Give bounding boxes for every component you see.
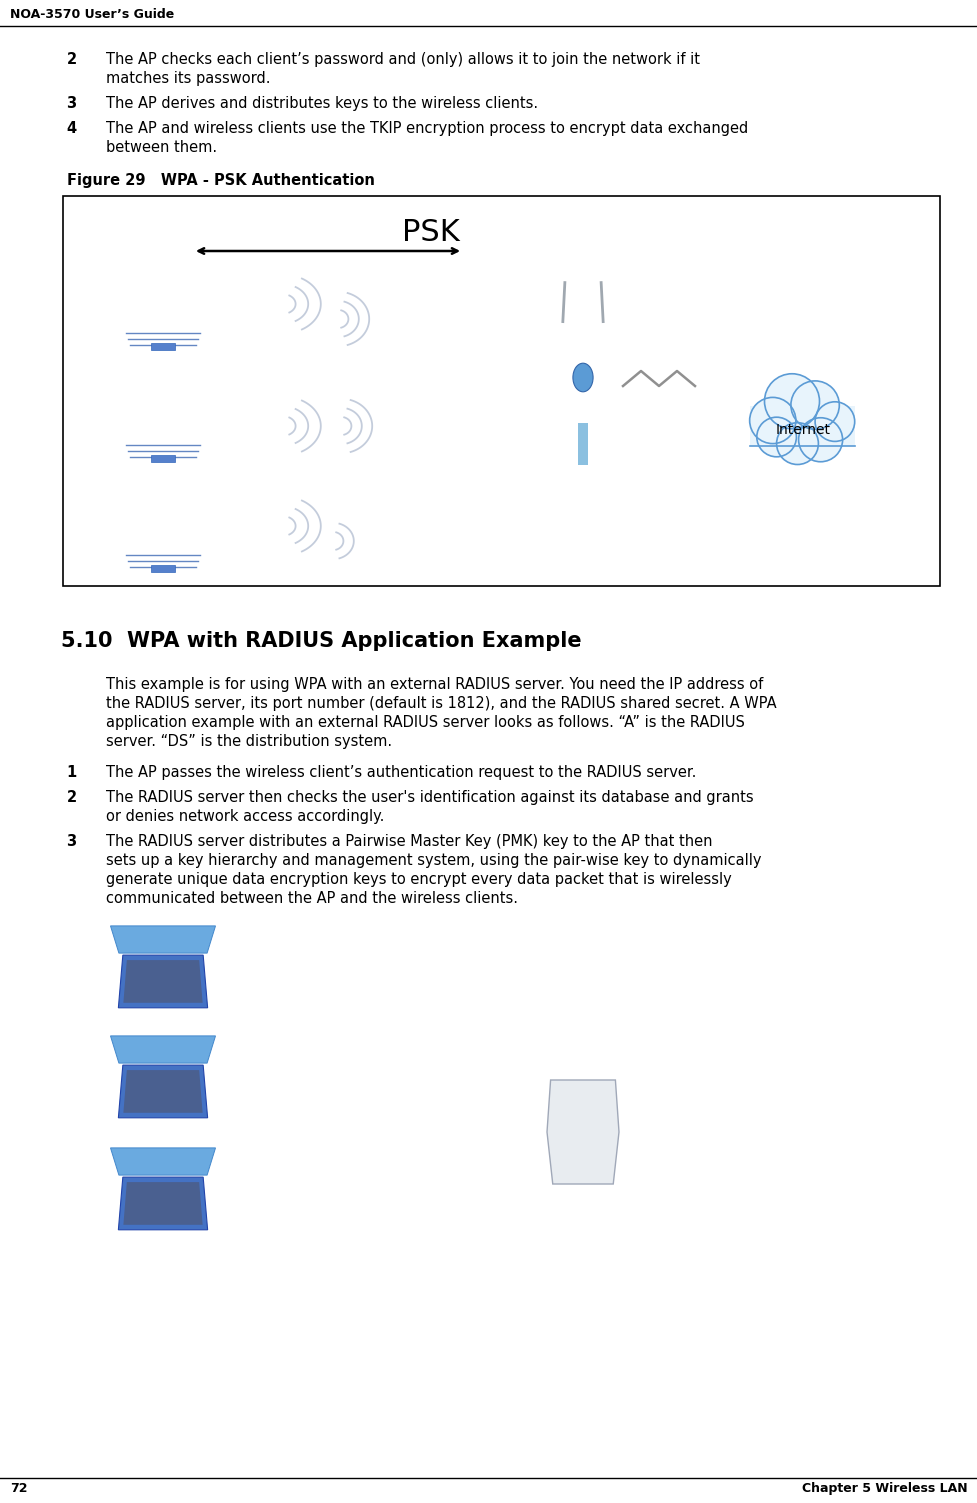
- Text: The AP checks each client’s password and (only) allows it to join the network if: The AP checks each client’s password and…: [106, 53, 699, 68]
- Bar: [151, 343, 174, 350]
- Polygon shape: [123, 1070, 202, 1112]
- Text: Internet: Internet: [775, 424, 829, 437]
- Text: The AP passes the wireless client’s authentication request to the RADIUS server.: The AP passes the wireless client’s auth…: [106, 765, 696, 780]
- Text: application example with an external RADIUS server looks as follows. “A” is the : application example with an external RAD…: [106, 715, 743, 730]
- Circle shape: [749, 397, 795, 443]
- Text: PSK: PSK: [403, 218, 460, 246]
- Polygon shape: [546, 1081, 618, 1184]
- Bar: [577, 422, 587, 464]
- Text: This example is for using WPA with an external RADIUS server. You need the IP ad: This example is for using WPA with an ex…: [106, 676, 762, 691]
- Text: 4: 4: [66, 122, 76, 135]
- Ellipse shape: [573, 364, 592, 392]
- Polygon shape: [110, 1036, 215, 1063]
- Polygon shape: [118, 1177, 207, 1229]
- Circle shape: [764, 374, 819, 428]
- Text: between them.: between them.: [106, 140, 217, 155]
- Circle shape: [798, 418, 842, 461]
- Bar: [63, 195, 939, 586]
- Text: server. “DS” is the distribution system.: server. “DS” is the distribution system.: [106, 733, 392, 748]
- Text: 2: 2: [66, 53, 76, 68]
- Polygon shape: [118, 954, 207, 1009]
- Bar: [749, 406, 854, 445]
- Text: NOA-3570 User’s Guide: NOA-3570 User’s Guide: [10, 8, 174, 21]
- Circle shape: [776, 422, 818, 464]
- Text: communicated between the AP and the wireless clients.: communicated between the AP and the wire…: [106, 891, 517, 906]
- Text: 5.10  WPA with RADIUS Application Example: 5.10 WPA with RADIUS Application Example: [61, 631, 580, 651]
- Polygon shape: [123, 960, 202, 1003]
- Bar: [151, 455, 174, 463]
- Text: sets up a key hierarchy and management system, using the pair-wise key to dynami: sets up a key hierarchy and management s…: [106, 854, 760, 869]
- Text: 1: 1: [66, 765, 76, 780]
- Polygon shape: [110, 1148, 215, 1175]
- Circle shape: [790, 380, 838, 430]
- Bar: [151, 565, 174, 573]
- Circle shape: [814, 401, 854, 442]
- Text: 72: 72: [10, 1482, 27, 1495]
- Text: The RADIUS server then checks the user's identification against its database and: The RADIUS server then checks the user's…: [106, 791, 752, 806]
- Text: The AP and wireless clients use the TKIP encryption process to encrypt data exch: The AP and wireless clients use the TKIP…: [106, 122, 747, 135]
- Text: 2: 2: [66, 791, 76, 806]
- Polygon shape: [123, 1181, 202, 1225]
- Circle shape: [756, 418, 795, 457]
- Text: 3: 3: [66, 96, 76, 111]
- Text: Figure 29   WPA - PSK Authentication: Figure 29 WPA - PSK Authentication: [66, 173, 374, 188]
- Text: 3: 3: [66, 834, 76, 849]
- Text: matches its password.: matches its password.: [106, 71, 270, 86]
- Polygon shape: [118, 1066, 207, 1118]
- Polygon shape: [110, 926, 215, 953]
- Text: The AP derives and distributes keys to the wireless clients.: The AP derives and distributes keys to t…: [106, 96, 537, 111]
- Text: Chapter 5 Wireless LAN: Chapter 5 Wireless LAN: [801, 1482, 967, 1495]
- Text: generate unique data encryption keys to encrypt every data packet that is wirele: generate unique data encryption keys to …: [106, 872, 731, 887]
- Text: the RADIUS server, its port number (default is 1812), and the RADIUS shared secr: the RADIUS server, its port number (defa…: [106, 696, 776, 711]
- Text: or denies network access accordingly.: or denies network access accordingly.: [106, 809, 384, 824]
- Text: The RADIUS server distributes a Pairwise Master Key (PMK) key to the AP that the: The RADIUS server distributes a Pairwise…: [106, 834, 711, 849]
